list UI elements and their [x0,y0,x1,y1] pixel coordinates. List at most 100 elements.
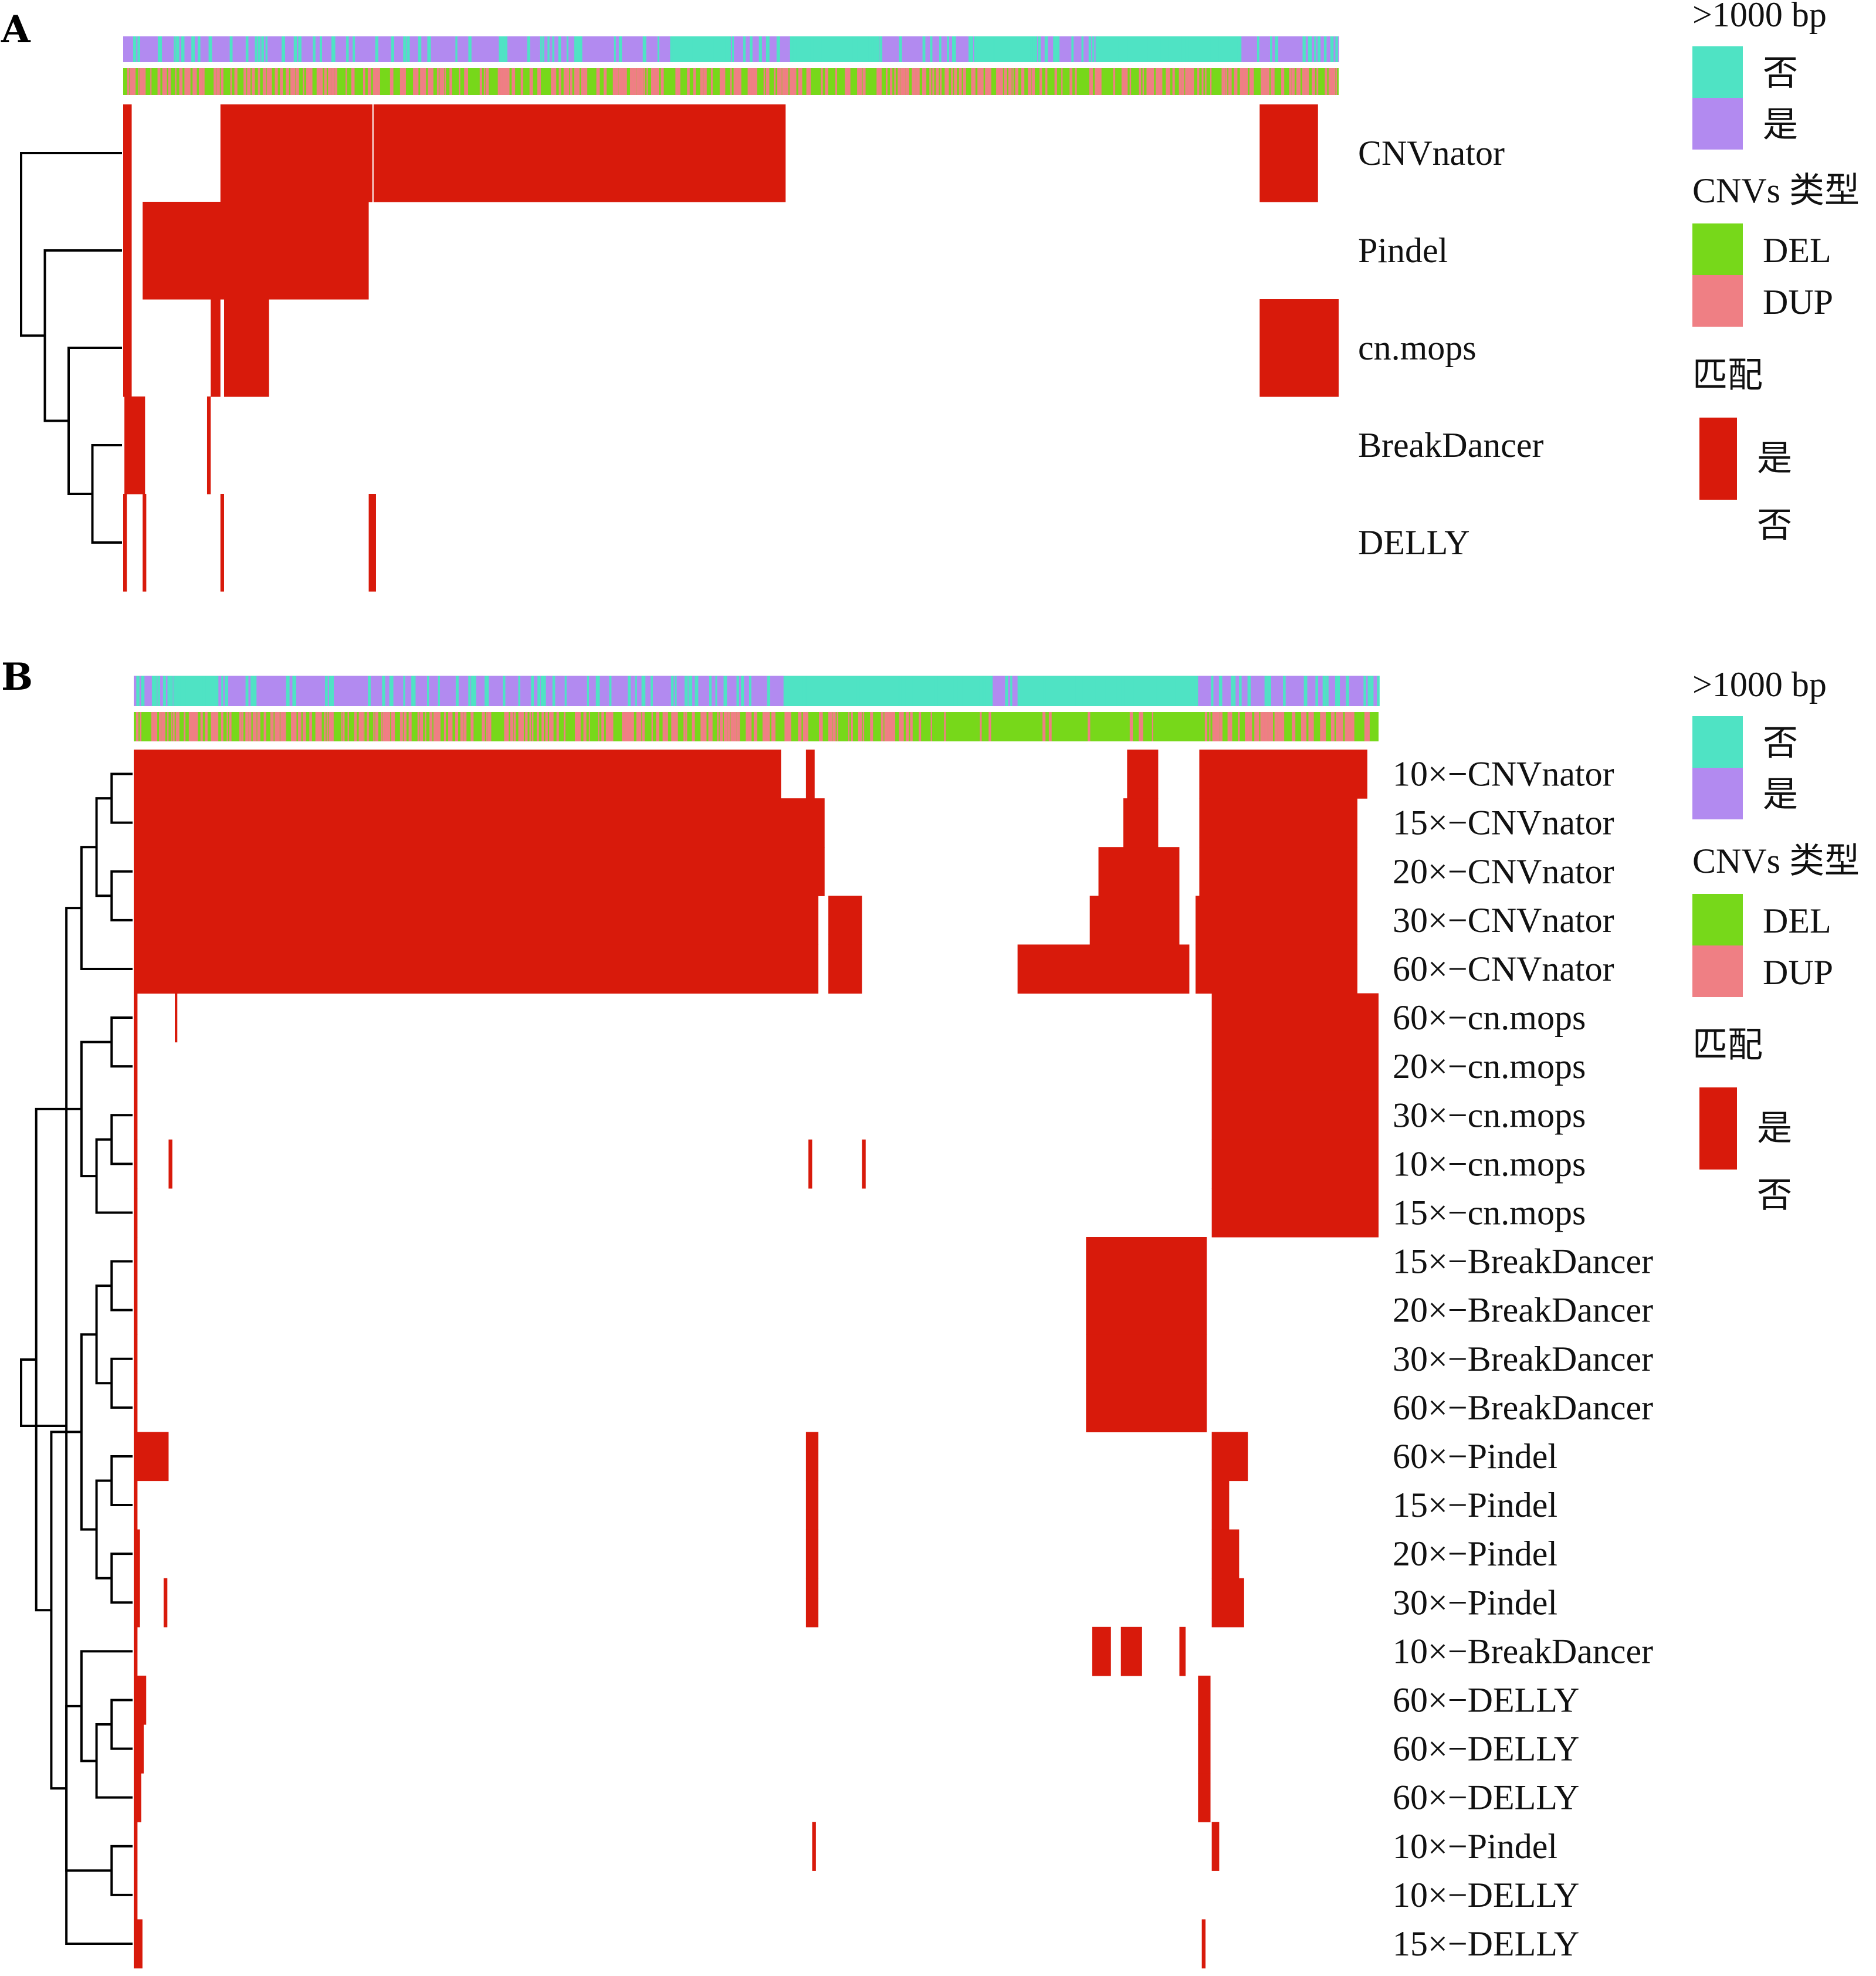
type-track-tick [798,68,800,95]
type-track-tick [661,68,663,95]
size-track-tick [1010,676,1013,706]
type-track-tick [862,712,865,741]
type-track-tick [1336,68,1337,95]
size-track-tick [1237,36,1241,62]
type-track-tick [221,712,223,741]
type-track-tick [217,68,220,95]
type-track-tick [463,712,467,741]
dendrogram-branch [80,1650,133,1763]
type-track-tick [375,712,378,741]
type-track-tick [507,68,510,95]
size-track-tick [579,36,583,62]
size-track-tick [801,676,804,706]
panel-a-heatmap: CNVnator Pindel cn.mops BreakDancer DELLY >10… [20,0,1860,592]
legend-type-title: CNVs 类型 [1692,842,1860,880]
size-track-tick [455,36,458,62]
size-track-segment [791,36,878,62]
size-track-tick [1283,676,1286,706]
type-track-tick [1185,68,1188,95]
type-track-tick [1328,68,1332,95]
type-track-tick [1031,68,1035,95]
match-cell [134,1822,138,1871]
size-track-tick [181,36,185,62]
size-track-tick [412,676,416,706]
size-track-tick [749,676,751,706]
type-track-tick [385,712,389,741]
type-track-tick [336,68,338,95]
size-track-tick [211,676,214,706]
match-cell [1259,104,1318,202]
type-track-tick [153,712,155,741]
type-track-tick [763,712,767,741]
type-track-tick [173,712,175,741]
type-track-tick [537,68,541,95]
match-cell [134,1090,138,1140]
size-track-tick [1088,36,1092,62]
match-cell [123,494,127,592]
size-track-tick [1318,36,1321,62]
size-track-tick [1071,36,1074,62]
size-track-tick [749,36,753,62]
size-track-tick [994,36,997,62]
size-track-tick [158,36,162,62]
type-track-tick [739,68,741,95]
size-track-tick [1218,676,1223,706]
type-track-tick [665,712,668,741]
size-track-tick [1019,36,1021,62]
match-cell [134,1383,138,1432]
type-track-tick [971,68,973,95]
match-cell [134,750,781,799]
type-track-tick [500,68,502,95]
type-track-tick [531,712,534,741]
size-track-tick [970,36,973,62]
size-track-tick [1105,676,1107,706]
type-track-tick [581,68,585,95]
type-track-tick [576,68,580,95]
size-track-tick [1247,676,1251,706]
type-track-tick [205,712,208,741]
legend-size-yes-label: 是 [1763,106,1798,144]
size-track-tick [657,36,659,62]
type-track-tick [1298,68,1301,95]
size-track-tick [672,36,675,62]
size-track-tick [675,676,677,706]
size-track-tick [518,676,520,706]
dendrogram-branch [20,152,122,337]
match-cell [123,104,132,202]
size-track-tick [173,676,177,706]
type-track-tick [779,68,782,95]
match-cell [220,494,224,592]
type-track-tick [656,712,659,741]
row-label: 60×−CNVnator [1393,950,1614,988]
type-track-tick [610,712,614,741]
match-cell [368,494,376,592]
type-track-tick [1274,712,1278,741]
type-track-tick [1263,68,1267,95]
type-track-tick [513,712,516,741]
size-track-tick [969,36,971,62]
type-track-tick [482,712,485,741]
match-cell [1211,1090,1379,1140]
type-track-tick [629,68,632,95]
type-track-tick [1139,68,1142,95]
type-track-tick [525,712,528,741]
type-track-tick [790,68,793,95]
row-label: DELLY [1358,523,1470,562]
type-track-tick [472,712,473,741]
type-track-tick [429,68,433,95]
type-track-tick [710,68,713,95]
type-track-tick [130,68,133,95]
size-track-tick [292,676,296,706]
type-track-tick [771,712,775,741]
type-track-tick [275,712,277,741]
type-track-tick [390,68,393,95]
type-track-tick [291,712,294,741]
type-track-tick [889,712,893,741]
type-track-tick [1292,712,1296,741]
size-track-tick [504,36,507,62]
type-track-tick [631,68,633,95]
size-track-tick [141,676,145,706]
size-track-tick [1113,676,1117,706]
type-track-tick [1305,68,1308,95]
size-track-tick [876,36,880,62]
